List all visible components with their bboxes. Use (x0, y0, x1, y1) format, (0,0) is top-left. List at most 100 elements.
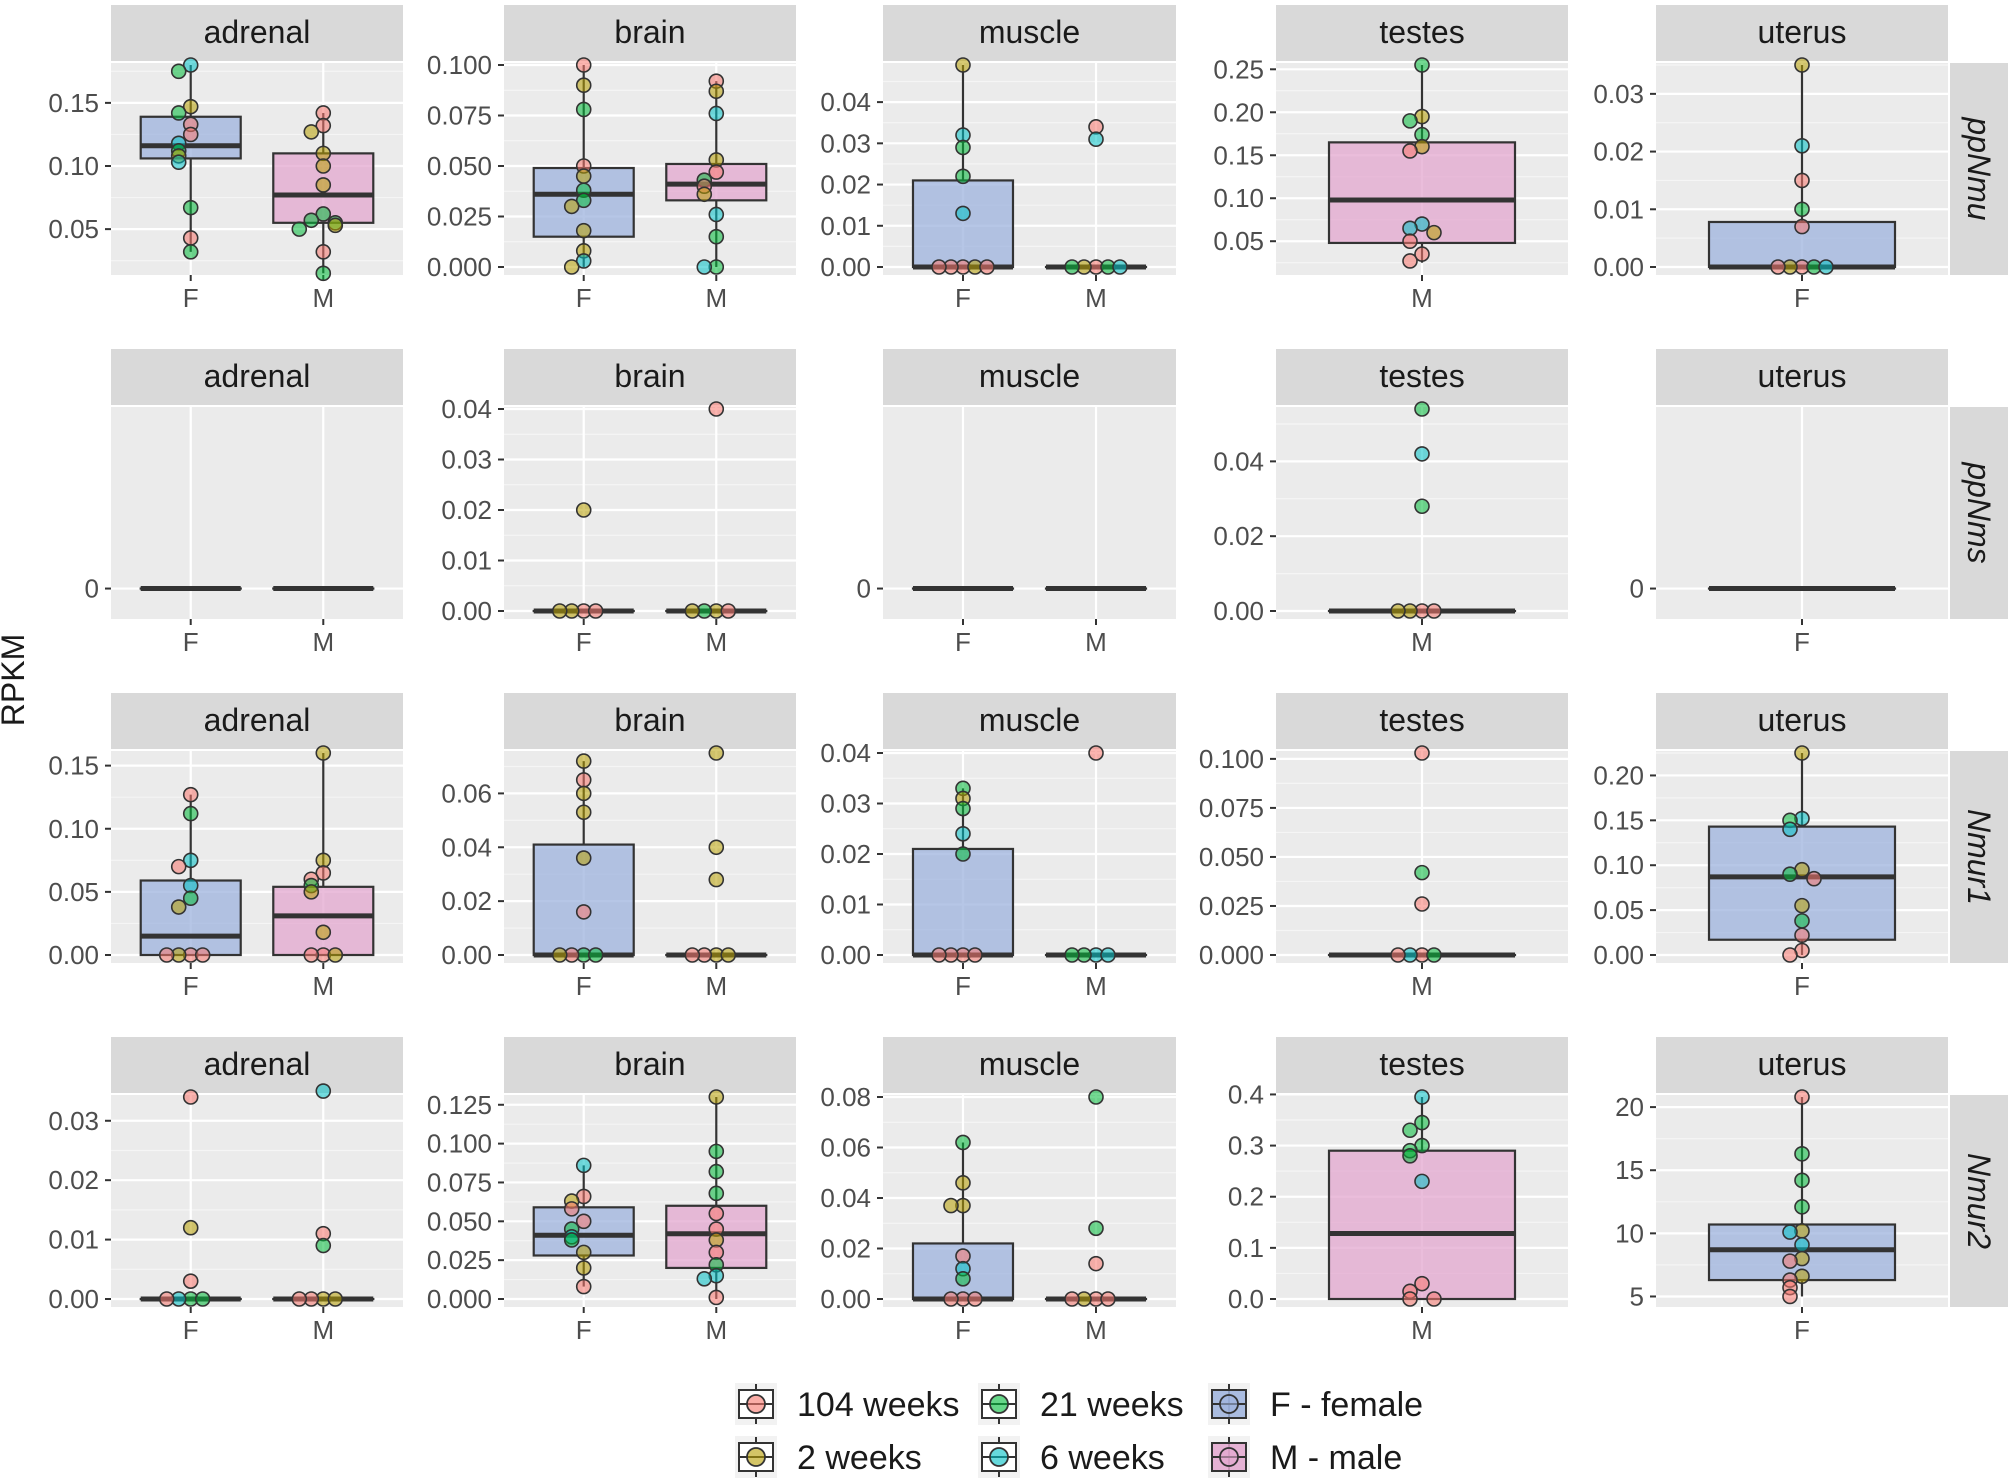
y-tick-label: 0.00 (441, 940, 492, 970)
box-M (1327, 1089, 1517, 1307)
data-point (1770, 259, 1786, 275)
y-tick-label: 0.04 (820, 1183, 871, 1213)
row-strip-label: ppNms (1961, 461, 1997, 563)
y-tick-label: 0.00 (48, 1284, 99, 1314)
y-tick-label: 0.100 (427, 1129, 492, 1159)
data-point (1426, 224, 1442, 241)
panel-ppNms-brain: brain 0.00 0.01 0.02 0.03 0.04 F M (441, 349, 796, 657)
panel-ppNmu-testes: testes 0.05 0.10 0.15 0.20 0.25 M (1213, 5, 1568, 313)
data-point (182, 852, 199, 869)
box-M (665, 1089, 768, 1306)
box-F (532, 1157, 635, 1295)
strip-label: testes (1379, 14, 1464, 50)
strip-label: testes (1379, 1046, 1464, 1082)
strip-label: adrenal (204, 702, 311, 738)
data-point (1402, 253, 1418, 269)
data-point (1782, 866, 1798, 883)
data-point (575, 502, 592, 518)
strip-bg (504, 1037, 796, 1093)
legend-key-point (1219, 1394, 1239, 1414)
box-F (911, 57, 1015, 275)
x-tick-label: M (705, 1315, 727, 1345)
panel-Nmur2-adrenal: adrenal 0.00 0.01 0.02 0.03 F M (48, 1037, 403, 1345)
strip-bg (504, 349, 796, 405)
panel-Nmur1-adrenal: adrenal 0.00 0.05 0.10 0.15 F M (48, 693, 403, 1001)
data-point (182, 126, 199, 143)
strip-bg (1656, 693, 1948, 749)
data-point (931, 259, 947, 275)
y-tick-label: 0.1 (1228, 1233, 1264, 1263)
y-tick-label: 0.10 (48, 814, 99, 844)
strip-bg (883, 349, 1176, 405)
y-tick-label: 0.00 (1593, 252, 1644, 282)
data-point (955, 1271, 971, 1287)
legend-item-f---female: F - female (1208, 1383, 1423, 1425)
data-point (1402, 1148, 1418, 1164)
y-tick-label: 0.000 (427, 252, 492, 282)
legend-item-m---male: M - male (1208, 1436, 1402, 1478)
row-strip-label: Nmur1 (1961, 809, 1997, 905)
data-point (194, 947, 211, 963)
data-point (1402, 143, 1418, 159)
data-point (182, 244, 199, 260)
data-point (315, 865, 332, 881)
x-tick-label: F (955, 971, 971, 1001)
data-point (575, 804, 592, 821)
data-point (708, 1289, 725, 1306)
data-point (955, 825, 971, 842)
data-point (1414, 57, 1430, 73)
strip-bg (883, 693, 1176, 749)
data-point (182, 98, 199, 115)
data-point (979, 259, 995, 275)
strip-bg (111, 5, 403, 61)
data-point (1782, 1224, 1798, 1240)
data-point (158, 947, 175, 963)
data-point (1794, 1172, 1810, 1189)
data-point (708, 206, 725, 223)
data-point (1794, 172, 1810, 189)
strip-label: brain (614, 1046, 685, 1082)
x-tick-label: M (312, 627, 334, 657)
box-F (532, 502, 635, 619)
y-tick-label: 0.125 (427, 1090, 492, 1120)
y-tick-label: 0.04 (441, 394, 492, 424)
x-tick-label: M (1411, 627, 1433, 657)
panel-ppNms-testes: testes 0.00 0.02 0.04 M (1213, 349, 1568, 657)
data-point (170, 63, 187, 80)
box-F (1707, 1089, 1897, 1305)
panel-ppNmu-adrenal: adrenal 0.05 0.10 0.15 F M (48, 5, 403, 313)
strip-label: adrenal (204, 14, 311, 50)
panel-Nmur1-testes: testes 0.000 0.025 0.050 0.075 0.100 M (1199, 693, 1568, 1001)
data-point (182, 1219, 199, 1236)
legend-label: 104 weeks (797, 1386, 960, 1424)
data-point (1818, 259, 1834, 275)
data-point (967, 1291, 983, 1307)
data-point (575, 1213, 592, 1230)
strip-label: uterus (1758, 1046, 1847, 1082)
x-tick-label: F (183, 1315, 199, 1345)
y-tick-label: 0.15 (1593, 805, 1644, 835)
y-tick-label: 0.02 (820, 839, 871, 869)
x-tick-label: F (1794, 971, 1810, 1001)
box-F (139, 786, 242, 963)
data-point (1794, 201, 1810, 218)
x-tick-label: F (955, 283, 971, 313)
strip-label: muscle (979, 14, 1080, 50)
data-point (1794, 913, 1810, 929)
strip-bg (1656, 5, 1948, 61)
y-tick-label: 0.02 (441, 495, 492, 525)
panel-ppNmu-muscle: muscle 0.00 0.01 0.02 0.03 0.04 F M (820, 5, 1176, 313)
x-tick-label: M (312, 971, 334, 1001)
strip-bg (883, 1037, 1176, 1093)
y-tick-label: 0.00 (820, 940, 871, 970)
box-F (1707, 57, 1897, 275)
box-F (1707, 745, 1897, 963)
strip-label: uterus (1758, 14, 1847, 50)
strip-bg (1276, 349, 1568, 405)
data-point (575, 1278, 592, 1295)
data-point (955, 800, 971, 817)
y-tick-label: 15 (1615, 1155, 1644, 1185)
data-point (708, 1089, 725, 1105)
data-point (1414, 446, 1430, 462)
